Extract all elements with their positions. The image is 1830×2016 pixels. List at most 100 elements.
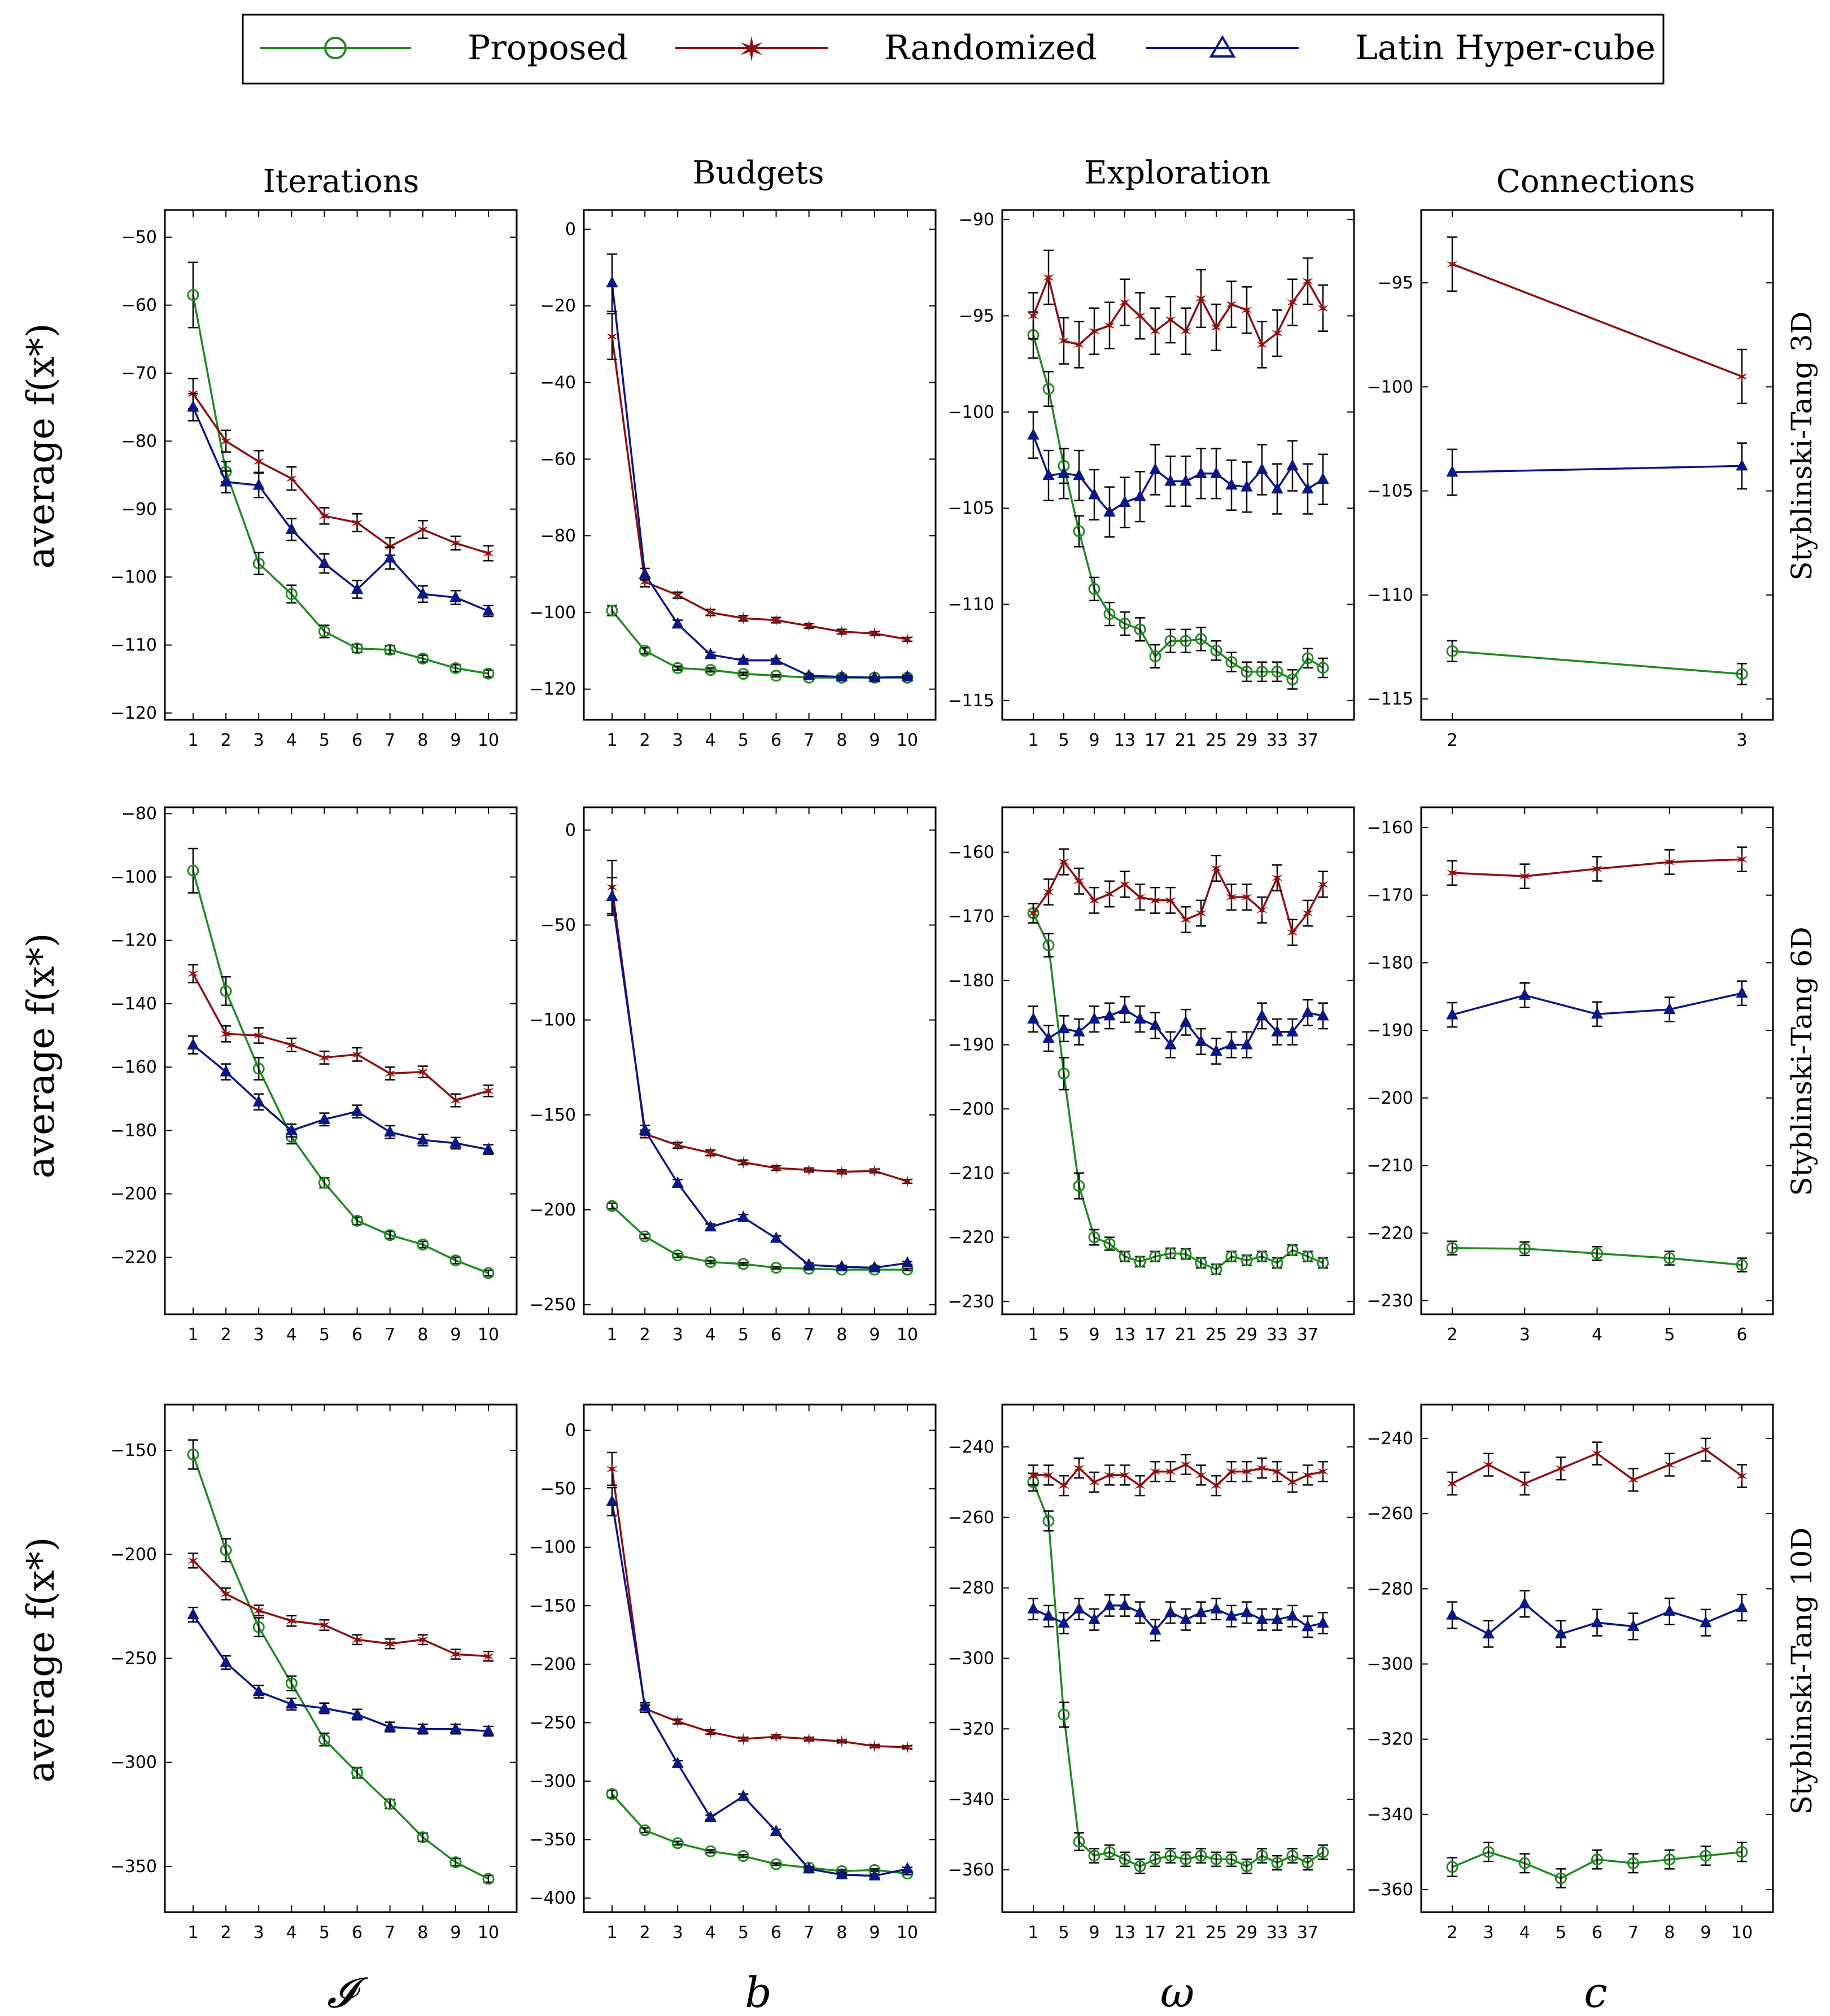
data-point-circle [1058,1708,1070,1721]
data-point-star: ✶ [605,1460,619,1480]
data-point-star: ✶ [350,1630,364,1650]
data-point-triangle [1073,469,1085,480]
data-point-circle [1241,1254,1253,1267]
y-tick-label: −200 [530,1200,576,1220]
x-tick-label: 8 [417,731,428,750]
data-point-triangle [1073,1025,1085,1037]
y-tick-label: −340 [948,1790,994,1809]
data-point-triangle [1119,495,1131,507]
data-point-star: ✶ [736,609,750,629]
data-point-circle [1210,1853,1222,1865]
y-tick-label: −100 [530,1538,576,1558]
data-point-triangle [384,1720,396,1732]
data-point-triangle [1195,1034,1207,1046]
data-point-triangle [449,1136,462,1148]
data-point-triangle [1518,1597,1531,1608]
data-point-triangle [1271,1025,1283,1037]
data-point-star: ✶ [285,470,299,489]
data-point-star: ✶ [1072,872,1086,892]
series-randomized: ✶✶✶✶✶✶✶✶✶✶ [605,859,915,1192]
data-point-star: ✶ [1102,316,1116,336]
series-randomized: ✶✶✶✶✶✶✶✶✶✶ [186,1551,495,1667]
data-point-triangle [1736,986,1748,998]
data-point-circle [1286,1244,1299,1256]
data-point-circle [770,1262,783,1274]
data-point-star: ✶ [1133,888,1147,908]
data-point-circle [606,1200,618,1212]
data-point-triangle [1103,505,1116,517]
data-point-triangle [836,1260,848,1271]
series-randomized: ✶✶✶✶✶✶✶✶✶✶✶✶✶✶✶✶✶✶✶✶ [1026,848,1330,946]
data-point-triangle [1149,1018,1161,1030]
x-tick-label: 10 [897,731,918,750]
data-point-triangle [1134,1606,1146,1617]
series-line-latin [611,282,908,679]
y-tick-label: −80 [121,804,157,824]
data-point-circle [220,985,232,998]
x-tick-label: 6 [352,731,362,750]
x-tick-label: 4 [286,731,297,750]
data-point-triangle [1241,1606,1253,1617]
data-point-triangle [1058,1022,1070,1034]
x-tick-label: 1 [606,1923,617,1943]
y-tick-label: −160 [1367,818,1413,838]
panel-r3-c3: −240 −260 −280 −300 −320 −340 −360 1 5 9 13 17 21 25 2… [948,1403,1355,1943]
series-latin [1027,1594,1329,1642]
x-tick-label: 25 [1206,1325,1227,1345]
series-proposed [1027,311,1329,690]
data-point-circle [252,1062,265,1075]
y-tick-label: 0 [565,220,576,239]
y-tick-label: −240 [948,1437,994,1457]
series-line-latin [192,406,489,613]
data-point-star: ✶ [1041,883,1055,903]
data-point-star: ✶ [186,965,200,985]
x-tick-label: 1 [187,1325,198,1345]
data-point-star: ✶ [1554,1459,1568,1479]
data-point-circle [639,1230,651,1243]
x-tick-label: 4 [1519,1923,1530,1943]
data-point-circle [1103,608,1116,620]
data-point-star: ✶ [867,1737,881,1757]
data-point-star: ✶ [835,623,849,642]
x-tick-label: 5 [1664,1325,1675,1345]
data-point-triangle [220,1065,232,1077]
data-point-triangle [384,1125,396,1137]
y-tick-label: −220 [948,1228,994,1248]
data-point-triangle [737,1789,750,1801]
data-point-triangle [1518,988,1531,1000]
data-point-triangle [1058,466,1070,478]
x-tick-label: 6 [771,1923,781,1943]
data-point-star: ✶ [1285,1473,1299,1493]
data-point-star: ✶ [416,1630,430,1650]
data-point-circle [220,1544,232,1556]
data-point-triangle [1225,1038,1238,1049]
data-point-triangle [482,604,495,616]
data-point-star: ✶ [769,611,783,631]
data-point-triangle [1700,1616,1712,1628]
y-tick-label: −180 [111,1121,157,1140]
data-point-triangle [351,1707,364,1719]
x-tick-label: 17 [1145,1325,1166,1345]
data-point-triangle [1134,489,1146,501]
data-point-circle [1195,633,1207,645]
x-tick-label: 9 [1700,1923,1711,1943]
plot-frame [1420,209,1774,721]
x-tick-label: 2 [221,731,232,750]
series-line-proposed [1452,650,1742,675]
data-point-star: ✶ [1285,924,1299,943]
data-point-circle [1301,652,1314,664]
legend-entry-randomized: ✶ Randomized [675,28,1097,69]
row-label-3d: Styblinski-Tang 3D [1785,311,1818,580]
data-point-triangle [1301,1620,1314,1632]
data-point-star: ✶ [1445,255,1459,275]
data-point-circle [482,667,495,680]
data-point-triangle [1210,466,1222,478]
y-tick-label: −140 [111,994,157,1014]
x-tick-label: 3 [672,1325,683,1345]
y-tick-label: −95 [1378,273,1413,293]
data-point-star: ✶ [383,1064,397,1084]
y-tick-label: −170 [948,907,994,926]
x-tick-label: 5 [738,1325,749,1345]
data-point-circle [1286,1849,1299,1862]
